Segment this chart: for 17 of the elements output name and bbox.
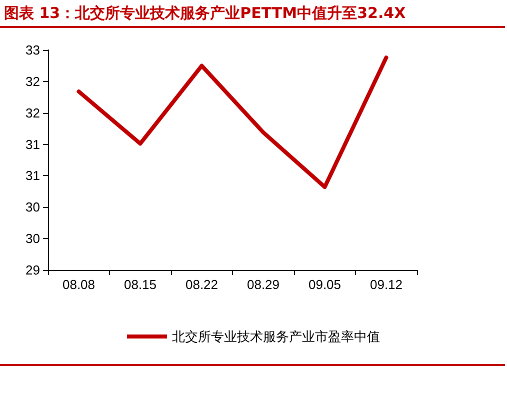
- y-tick-label: 33: [26, 42, 40, 58]
- y-tick-label: 32: [26, 74, 40, 89]
- y-tick-label: 31: [26, 168, 40, 184]
- legend-label: 北交所专业技术服务产业市盈率中值: [172, 329, 380, 344]
- x-tick-label: 08.29: [246, 277, 280, 292]
- y-tick-label: 30: [26, 231, 40, 246]
- x-tick-label: 08.22: [185, 277, 218, 292]
- x-tick-label: 09.05: [308, 277, 342, 292]
- chart-title: 图表 13：北交所专业技术服务产业PETTM中值升至32.4X: [4, 4, 406, 23]
- y-tick-label: 30: [26, 200, 40, 215]
- line-series: [76, 56, 388, 190]
- x-tick-label: 08.15: [124, 277, 157, 292]
- y-tick-label: 32: [26, 105, 40, 120]
- x-tick-label: 08.08: [62, 277, 96, 292]
- y-tick-label: 31: [26, 136, 40, 152]
- y-tick-label: 29: [26, 262, 40, 278]
- x-tick-label: 09.12: [370, 277, 403, 292]
